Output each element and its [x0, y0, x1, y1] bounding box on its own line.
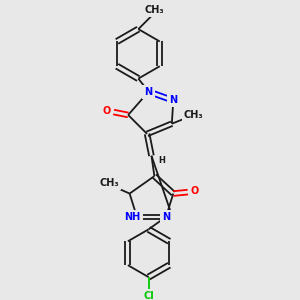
- Text: H: H: [158, 156, 165, 165]
- Text: CH₃: CH₃: [99, 178, 119, 188]
- Text: O: O: [191, 186, 199, 196]
- Text: Cl: Cl: [143, 291, 154, 300]
- Text: N: N: [169, 95, 177, 105]
- Text: N: N: [162, 212, 170, 222]
- Text: N: N: [145, 87, 153, 97]
- Text: CH₃: CH₃: [145, 5, 164, 15]
- Text: CH₃: CH₃: [184, 110, 203, 120]
- Text: O: O: [102, 106, 110, 116]
- Text: NH: NH: [124, 212, 141, 222]
